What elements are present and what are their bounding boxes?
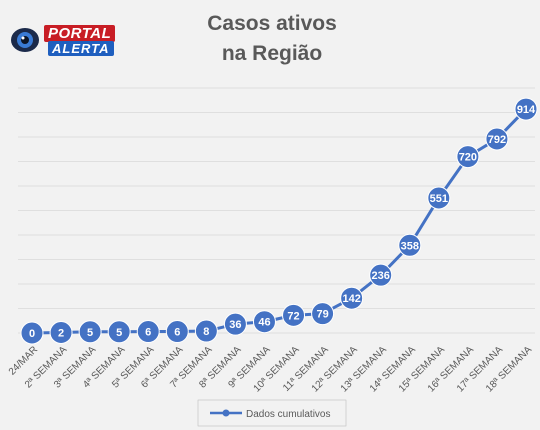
data-label: 236 <box>372 270 390 282</box>
data-label: 142 <box>342 293 360 305</box>
data-label: 551 <box>430 193 448 205</box>
eye-icon <box>11 28 39 52</box>
data-point <box>398 233 422 257</box>
data-point <box>107 320 131 344</box>
series-line <box>31 108 528 335</box>
logo-text-portal: PORTAL <box>44 25 116 42</box>
legend-box <box>197 399 347 427</box>
data-point <box>49 321 73 345</box>
data-label: 79 <box>316 309 328 321</box>
data-point <box>456 145 480 169</box>
data-point <box>194 319 218 343</box>
data-point <box>165 320 189 344</box>
data-point <box>427 186 451 210</box>
data-point <box>485 127 509 151</box>
data-label: 2 <box>58 328 64 340</box>
legend: Dados cumulativos <box>197 399 347 427</box>
data-label: 36 <box>229 319 241 331</box>
data-label: 5 <box>87 327 93 339</box>
data-label: 0 <box>29 328 35 340</box>
data-label: 6 <box>145 327 151 339</box>
gridlines <box>18 87 535 334</box>
logo-text-alerta: ALERTA <box>48 41 114 56</box>
legend-marker-sample <box>222 409 230 417</box>
data-point <box>252 310 276 334</box>
data-label: 5 <box>116 327 122 339</box>
portal-alerta-logo: PORTAL ALERTA <box>10 22 116 58</box>
data-point <box>223 312 247 336</box>
data-point <box>514 97 538 121</box>
data-label: 720 <box>459 152 477 164</box>
data-label: 46 <box>258 317 270 329</box>
data-label: 8 <box>203 326 209 338</box>
chart-title-line-2: na Região <box>222 42 322 65</box>
series-markers: 0 2 5 5 6 6 8 36 46 72 79 142 236 358 551 720 792 914 <box>20 97 538 345</box>
data-label: 358 <box>401 240 419 252</box>
data-label: 914 <box>517 104 536 116</box>
data-point <box>136 320 160 344</box>
data-label: 792 <box>488 134 506 146</box>
data-point <box>340 286 364 310</box>
series-line-path <box>31 108 528 335</box>
legend-label: Dados cumulativos <box>246 409 330 420</box>
data-label: 72 <box>287 310 299 322</box>
data-point <box>311 302 335 326</box>
chart-title-line-1: Casos ativos <box>207 12 337 35</box>
data-point <box>369 263 393 287</box>
data-point <box>78 320 102 344</box>
data-point <box>20 321 44 345</box>
data-point <box>282 303 306 327</box>
data-label: 6 <box>174 327 180 339</box>
